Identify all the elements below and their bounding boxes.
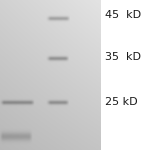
Text: 35  kD: 35 kD xyxy=(105,52,141,62)
Text: 25 kD: 25 kD xyxy=(105,97,138,107)
Bar xyxy=(100,0,150,150)
Text: 45  kD: 45 kD xyxy=(105,10,141,20)
